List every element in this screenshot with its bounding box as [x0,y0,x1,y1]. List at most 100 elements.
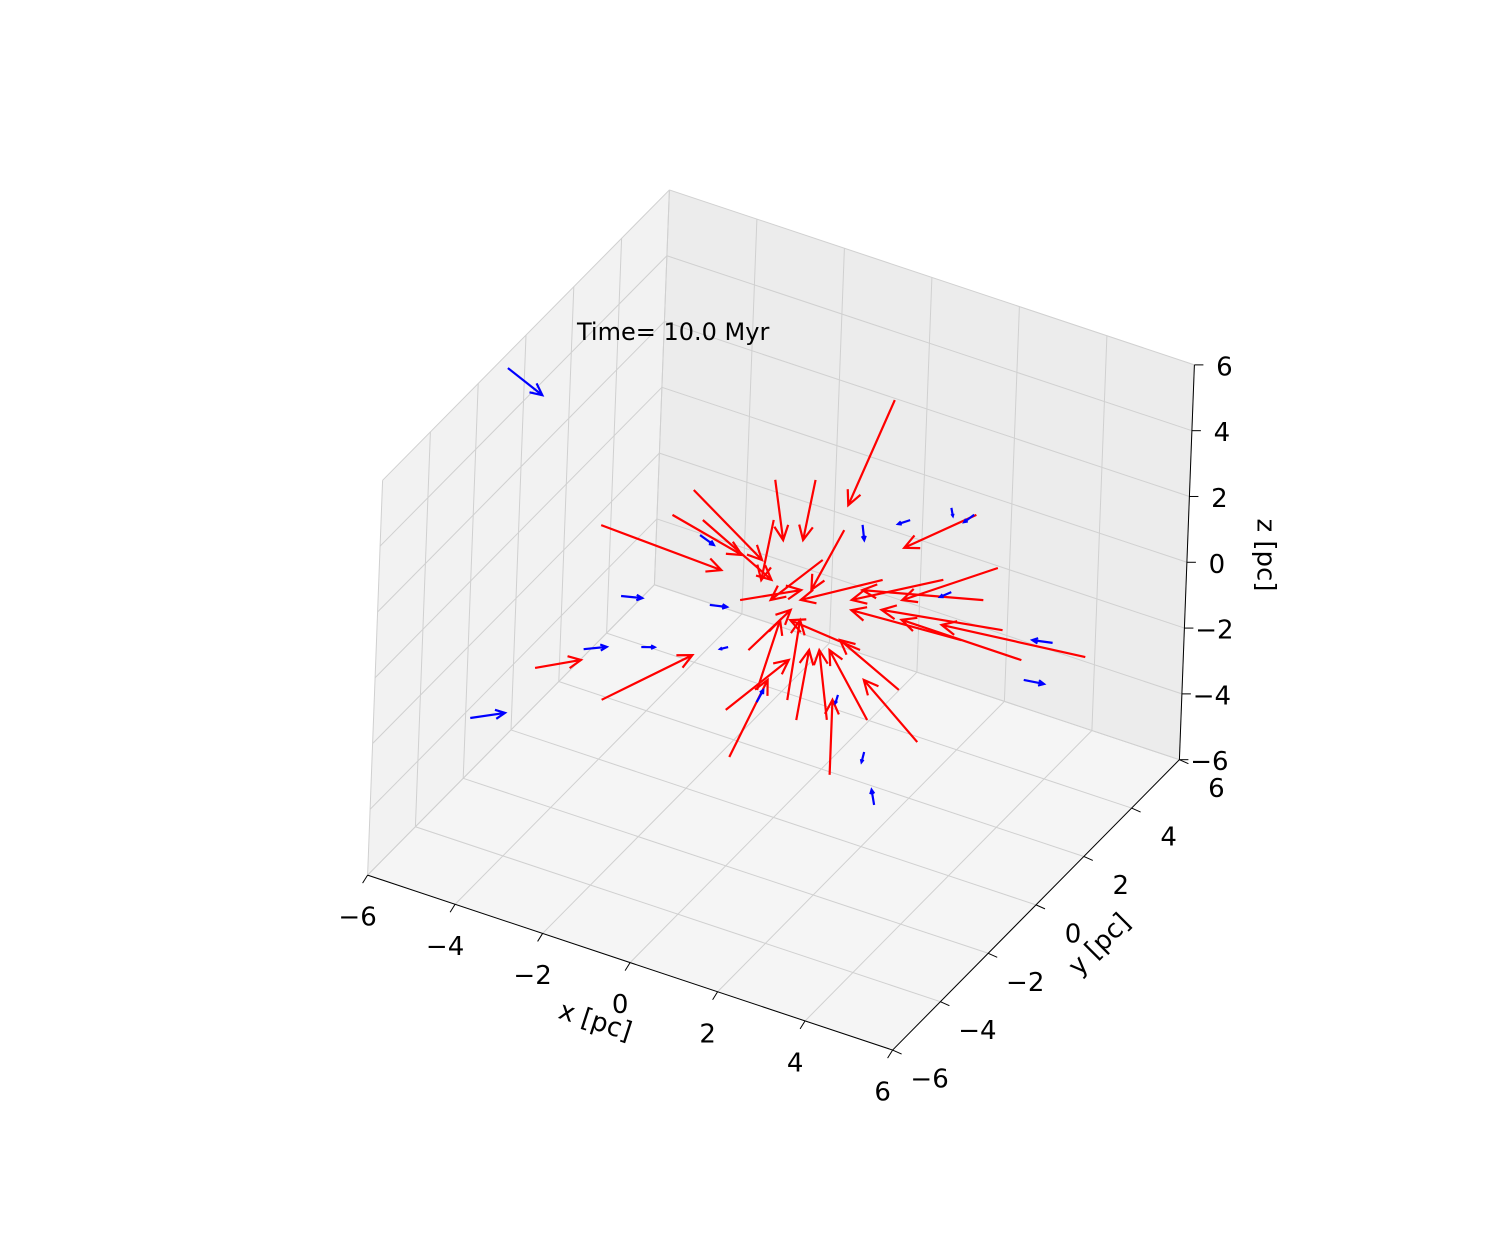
y-tick-label: 2 [1113,871,1130,901]
y-tick-label: 6 [1208,774,1225,804]
arrow [671,513,745,557]
arrow [709,603,730,610]
grid-line [606,632,1132,809]
arrow [739,584,804,602]
arrow [860,524,867,543]
grid-line [654,584,1180,761]
grid-line [510,729,1037,906]
arrow [773,479,790,543]
arrow [833,694,840,706]
tick-mark [1131,807,1141,813]
grid-line [382,189,670,481]
arrow [823,697,840,775]
arrows [470,367,1086,806]
grid-line [377,321,665,613]
arrow [962,513,975,524]
x-tick-label: 6 [874,1078,891,1108]
arrow [725,658,791,711]
grid-line [656,518,1183,695]
x-tick-label: −2 [513,961,551,991]
tick-mark [892,1049,902,1055]
tick-mark [537,933,544,942]
z-axis-line [1178,364,1195,760]
arrow [600,524,724,573]
x-tick-label: 0 [612,990,629,1020]
tick-mark [1083,856,1094,861]
arrow [849,578,944,605]
arrow [620,593,645,602]
grid-line [367,584,655,876]
tick-mark [987,952,998,958]
tick-mark [887,1049,894,1059]
x-tick-label: 4 [787,1048,804,1078]
grid-line [669,189,1195,366]
arrow [895,519,911,526]
arrow [641,644,658,650]
arrow [848,606,962,642]
arrow [795,647,815,721]
arrow [937,591,952,599]
arrow [534,655,584,670]
arrow [846,399,896,508]
y-tick-label: −6 [910,1065,948,1095]
arrow [756,617,784,691]
x-tick-label: −6 [338,903,376,933]
tick-mark [1179,759,1189,765]
arrow [1029,637,1053,645]
grid-line [369,518,658,810]
annotation: Time= 10.0 Myr [576,318,769,346]
arrow [583,643,610,652]
x-tick-label: 2 [699,1019,716,1049]
arrow [812,647,829,721]
z-tick-label: 4 [1214,418,1231,448]
arrow [798,578,883,605]
arrow [879,604,1003,632]
arrow [838,638,900,691]
y-tick-label: 0 [1065,919,1082,949]
arrow [1023,678,1047,687]
arrow [717,645,729,651]
y-tick-label: 4 [1160,823,1177,853]
arrow [692,489,764,562]
tick-mark [624,962,631,971]
y-axis-line [892,759,1180,1051]
tick-mark [940,1001,950,1007]
grid-line [558,681,1084,857]
z-tick-label: −6 [1190,747,1228,777]
grid-line [379,255,668,547]
z-axis-label: z [pc] [1251,519,1281,592]
z-tick-label: 6 [1216,352,1233,382]
arrow [601,653,695,701]
z-tick-label: 2 [1211,484,1228,514]
tick-mark [1035,904,1046,910]
grid-line [666,255,1193,432]
arrow [862,677,919,743]
arrow [756,519,775,583]
arrow [950,507,955,519]
arrow [507,367,545,397]
arrow [470,708,508,720]
z-tick-label: −4 [1193,681,1231,711]
tick-mark [362,874,369,884]
grid-line [372,452,660,744]
x-tick-label: −4 [426,932,464,962]
y-tick-label: −2 [1006,968,1044,998]
grid-line [415,826,941,1003]
arrow [699,534,716,547]
grid-line [664,321,1190,497]
tick-mark [799,1020,806,1030]
x-axis-line [367,874,893,1051]
arrow [768,559,824,602]
z-tick-label: 0 [1209,550,1226,580]
grid-line [661,386,1188,563]
arrow [810,529,846,593]
arrow [798,479,817,543]
arrow [786,617,806,701]
arrow [755,687,765,703]
z-tick-label: −2 [1195,616,1233,646]
y-tick-label: −4 [958,1016,996,1046]
arrow [869,787,876,806]
grid-line [463,777,989,954]
tick-mark [712,991,719,1001]
